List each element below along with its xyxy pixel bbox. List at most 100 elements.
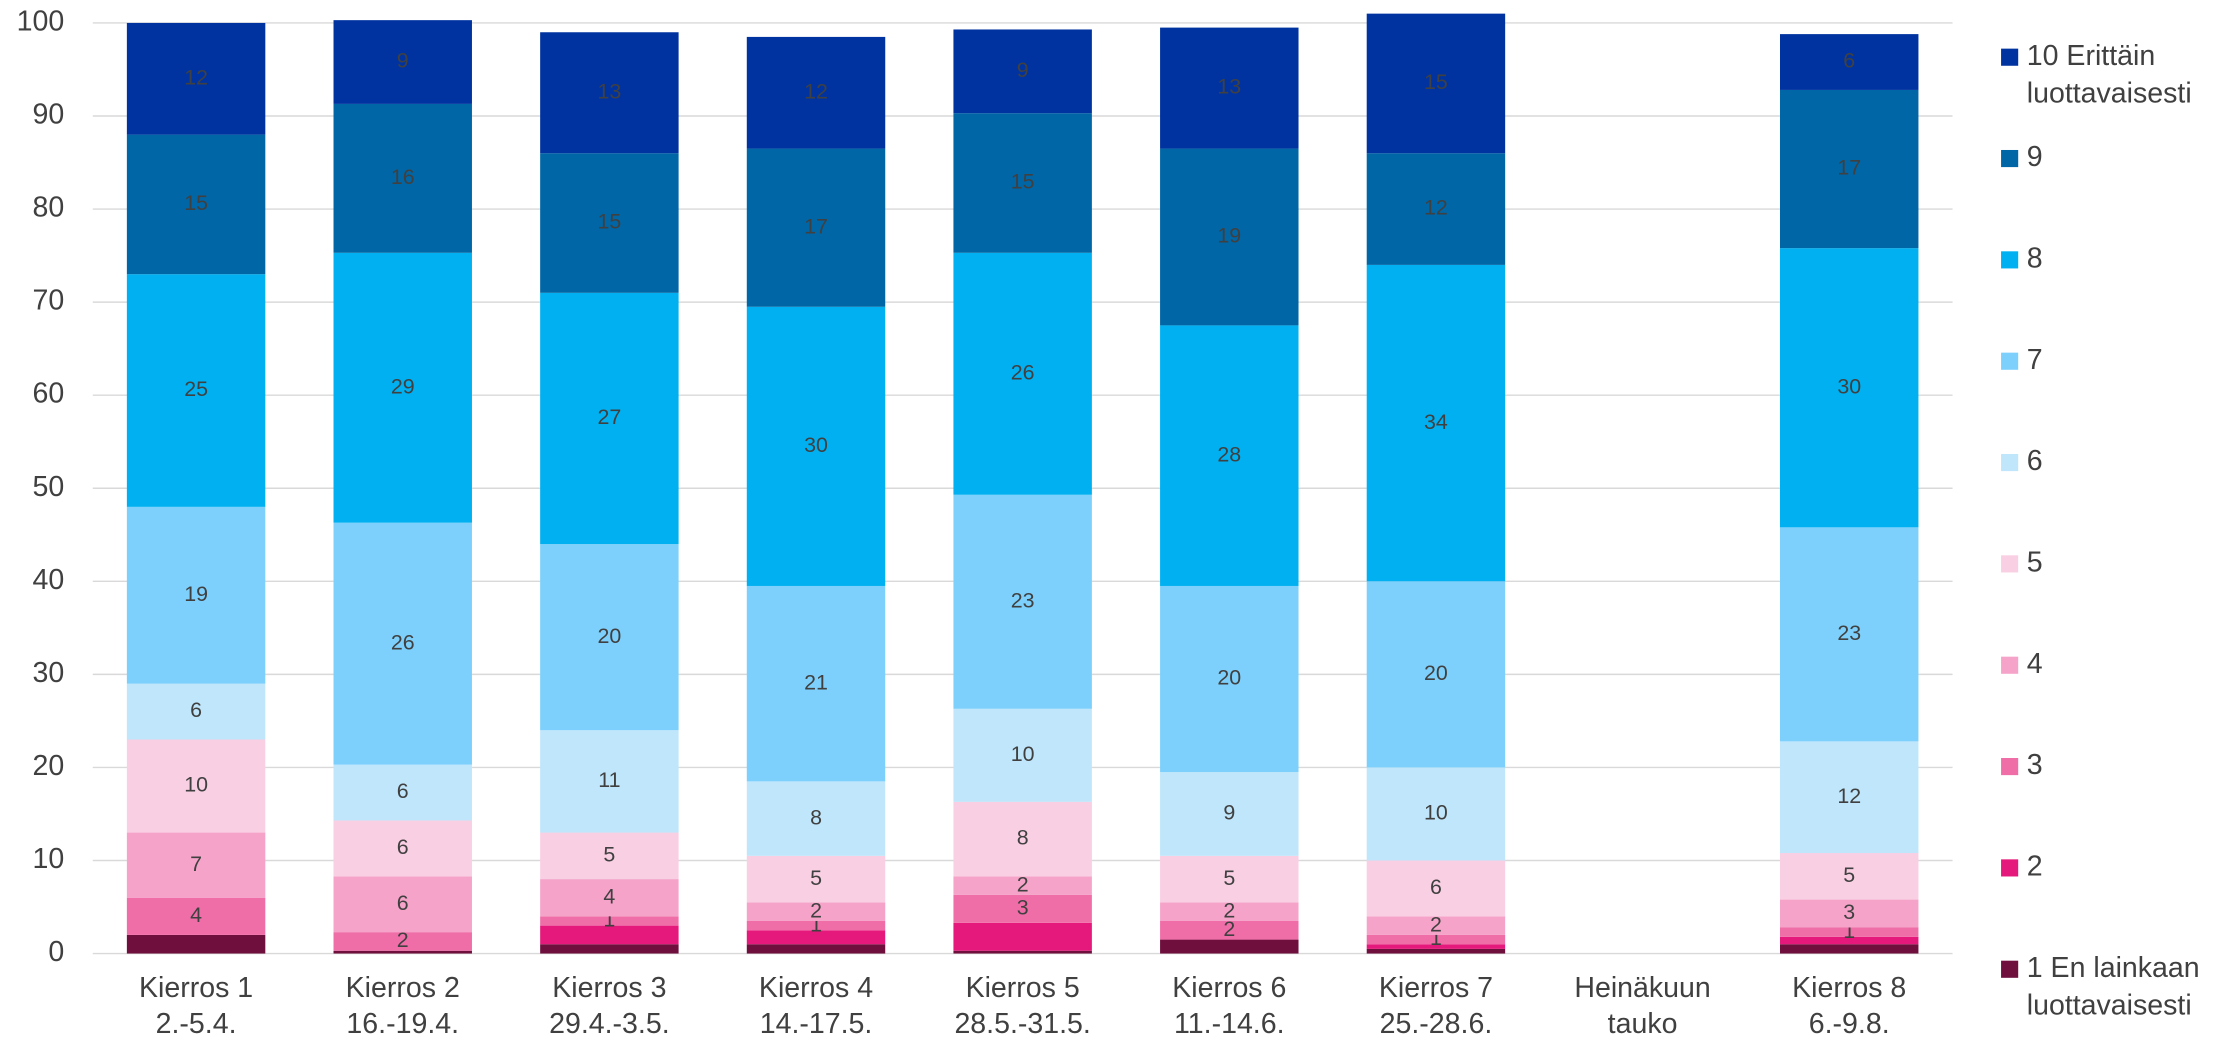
data-label: 2 [810, 898, 822, 922]
bar-segment [1160, 920, 1299, 940]
data-label: 26 [1011, 360, 1035, 384]
data-label: 17 [804, 214, 828, 238]
data-label: 4 [603, 884, 615, 908]
bar-segment [746, 781, 886, 856]
data-label: 1 [810, 912, 822, 936]
bar-segment [746, 920, 886, 931]
data-label: 12 [804, 79, 828, 103]
y-tick-label: 60 [32, 378, 64, 410]
y-tick-label: 0 [48, 936, 64, 968]
data-label: 1 [1843, 919, 1855, 943]
bar-segment [1366, 948, 1506, 954]
bar-segment [953, 922, 1092, 951]
legend-label: 4 [2027, 648, 2043, 680]
data-label: 16 [391, 165, 415, 189]
data-label: 8 [1017, 826, 1029, 850]
bar-segment [1160, 27, 1299, 149]
data-label: 10 [1424, 801, 1448, 825]
data-label: 2 [1430, 912, 1442, 936]
bar-segment [333, 522, 472, 765]
bar-segment [126, 506, 266, 684]
data-label: 15 [597, 210, 621, 234]
data-label: 10 [1011, 742, 1035, 766]
bar-segment [746, 930, 886, 945]
bar-segment [126, 832, 266, 898]
data-label: 3 [1843, 900, 1855, 924]
bar-segment [126, 274, 266, 507]
bar-segment [333, 932, 472, 951]
bar-segment [1160, 772, 1299, 856]
legend-label: 5 [2027, 546, 2043, 578]
data-label: 2 [1223, 917, 1235, 941]
bar-segment [333, 20, 472, 104]
legend-label: 9 [2027, 141, 2043, 173]
data-label: 28 [1217, 442, 1241, 466]
data-label: 26 [391, 630, 415, 654]
bar-segment [1779, 936, 1919, 945]
data-label: 9 [397, 49, 409, 73]
bar-segment [540, 153, 679, 293]
y-tick-label: 50 [32, 471, 64, 503]
data-label: 15 [1424, 70, 1448, 94]
legend-swatch [2001, 758, 2019, 776]
data-label: 20 [597, 624, 621, 648]
y-tick-label: 40 [32, 564, 64, 596]
legend-swatch [2001, 960, 2019, 978]
data-label: 6 [1843, 49, 1855, 73]
bar-segment [333, 876, 472, 933]
y-tick-label: 80 [32, 192, 64, 224]
x-tick-label: Kierros 7 25.-28.6. [1379, 972, 1493, 1040]
data-label: 1 [1430, 926, 1442, 950]
y-tick-label: 70 [32, 285, 64, 317]
data-label: 11 [598, 768, 620, 792]
bar-segment [746, 944, 886, 954]
data-label: 5 [603, 842, 615, 866]
x-tick-label: Kierros 4 14.-17.5. [759, 972, 873, 1040]
legend-swatch [2001, 656, 2019, 674]
bar-segment [746, 306, 886, 586]
bar-segment [1366, 153, 1506, 265]
legend-swatch [2001, 48, 2019, 66]
y-tick-label: 20 [32, 750, 64, 782]
data-label: 6 [397, 891, 409, 915]
legend-label: 8 [2027, 242, 2043, 274]
bar-segment [333, 103, 472, 253]
bar-segment [126, 134, 266, 275]
data-label: 6 [397, 835, 409, 859]
bar-segment [126, 22, 266, 135]
bar-segment [1160, 325, 1299, 586]
x-tick-label: Kierros 5 28.5.-31.5. [954, 972, 1090, 1040]
bar-segment [1366, 944, 1506, 949]
data-label: 5 [1223, 866, 1235, 890]
data-label: 8 [810, 805, 822, 829]
bar-segment [1160, 939, 1299, 954]
bar-segment [1160, 902, 1299, 921]
legend-swatch [2001, 352, 2019, 370]
bar-segment [1366, 581, 1506, 768]
bar-segment [746, 585, 886, 782]
bar-segment [1366, 916, 1506, 935]
bar-segment [953, 252, 1092, 495]
data-label: 7 [190, 852, 202, 876]
bar-segment [333, 950, 472, 954]
data-label: 19 [1217, 224, 1241, 248]
x-tick-label: Kierros 8 6.-9.8. [1792, 972, 1906, 1040]
bar-segment [540, 944, 679, 954]
bar-segment [1160, 148, 1299, 326]
legend-label: 3 [2027, 749, 2043, 781]
data-label: 23 [1837, 621, 1861, 645]
bar-segment [1366, 934, 1506, 945]
bar-segment [1366, 264, 1506, 582]
data-label: 2 [1223, 898, 1235, 922]
legend-label: 6 [2027, 445, 2043, 477]
bar-segment [953, 950, 1092, 954]
bar-segment [746, 148, 886, 307]
x-tick-label: Kierros 3 29.4.-3.5. [549, 972, 670, 1040]
data-label: 25 [184, 377, 208, 401]
data-label: 20 [1217, 666, 1241, 690]
bar-segment [1779, 248, 1919, 528]
data-label: 2 [397, 928, 409, 952]
legend-label: 2 [2027, 850, 2043, 882]
